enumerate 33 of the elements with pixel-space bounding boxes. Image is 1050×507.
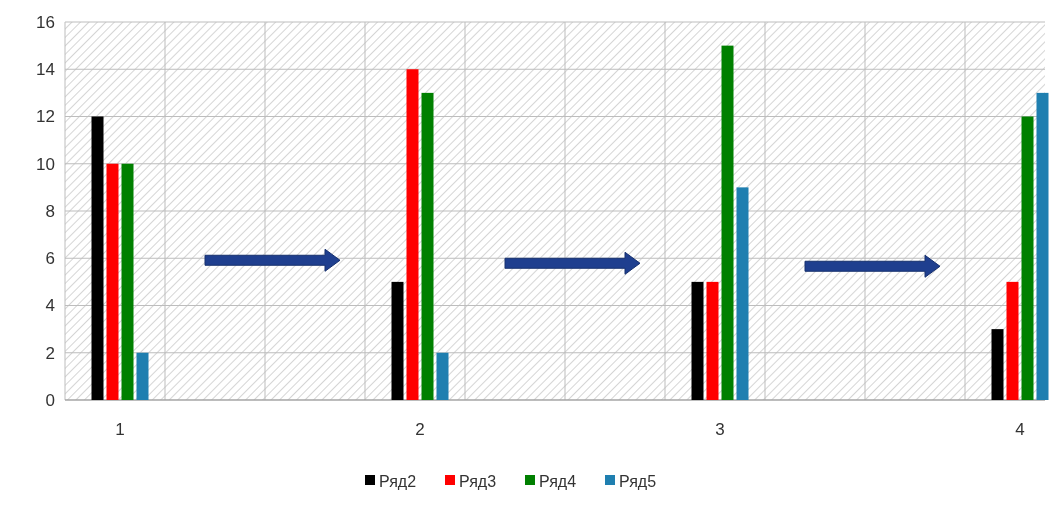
bar bbox=[391, 281, 404, 400]
bar bbox=[1021, 116, 1034, 400]
legend-label: Ряд3 bbox=[459, 472, 497, 490]
y-tick-label: 16 bbox=[36, 12, 55, 32]
bar bbox=[1006, 281, 1019, 400]
y-tick-label: 6 bbox=[45, 249, 55, 269]
bar bbox=[691, 281, 704, 400]
y-tick-label: 0 bbox=[45, 390, 55, 410]
bar bbox=[91, 116, 104, 400]
x-tick-label: 1 bbox=[115, 420, 125, 439]
y-tick-label: 12 bbox=[36, 107, 55, 127]
bar bbox=[1036, 92, 1049, 400]
bar bbox=[736, 187, 749, 400]
y-tick-label: 14 bbox=[36, 60, 55, 80]
bar bbox=[706, 281, 719, 400]
legend-label: Ряд5 bbox=[619, 472, 657, 490]
y-tick-label: 4 bbox=[45, 296, 55, 316]
bar bbox=[106, 163, 119, 400]
legend-label: Ряд2 bbox=[379, 472, 417, 490]
bar bbox=[421, 92, 434, 400]
bar bbox=[121, 163, 134, 400]
bar bbox=[991, 329, 1004, 400]
bar bbox=[406, 69, 419, 400]
bar bbox=[721, 45, 734, 400]
x-tick-label: 4 bbox=[1015, 420, 1025, 439]
y-tick-label: 2 bbox=[45, 343, 55, 363]
x-tick-label: 3 bbox=[715, 420, 725, 439]
y-tick-label: 8 bbox=[45, 201, 55, 221]
bar bbox=[436, 352, 449, 400]
bar bbox=[136, 352, 149, 400]
legend-label: Ряд4 bbox=[539, 472, 577, 490]
x-tick-label: 2 bbox=[415, 420, 425, 439]
y-tick-label: 10 bbox=[36, 154, 55, 174]
